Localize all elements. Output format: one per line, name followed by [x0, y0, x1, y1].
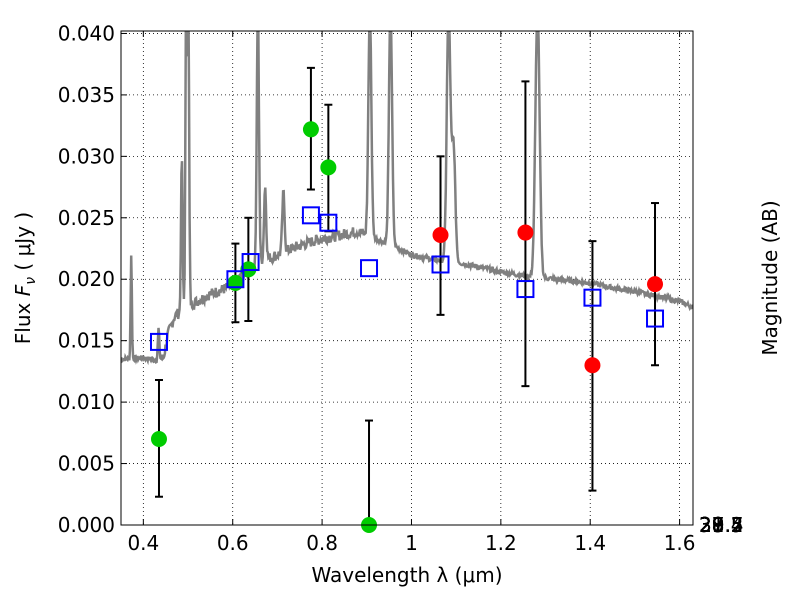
green-data-point [302, 121, 319, 138]
x-tick-label: 0.8 [306, 531, 338, 555]
blue-square-marker [516, 280, 535, 299]
blue-square-marker [646, 309, 665, 328]
magnitude-tick-label: 27.4 [699, 513, 744, 537]
y-axis-title-before: Flux [11, 296, 35, 344]
y-tick-labels: 0.000 0.005 0.010 0.015 0.020 0.025 0.030 0.035… [58, 21, 115, 537]
y-tick-label: 0.035 [58, 83, 115, 107]
x-tick-label: 1.6 [664, 531, 696, 555]
red-data-point [584, 357, 601, 374]
y-axis-title-symbol: F [11, 284, 35, 296]
y-tick-label: 0.040 [58, 21, 115, 45]
y-tick-label: 0.005 [58, 452, 115, 476]
y-tick-label: 0.010 [58, 390, 115, 414]
x-tick-label: 0.4 [127, 531, 159, 555]
x-tick-label: 1.2 [485, 531, 517, 555]
magnitude-tick-label: 27.5 [699, 513, 744, 537]
y-axis-title-subscript: ν [23, 277, 39, 285]
grid-lines [121, 31, 693, 526]
x-tick-label: 0.6 [217, 531, 249, 555]
blue-square-marker [583, 288, 602, 307]
y-tick-label: 0.020 [58, 267, 115, 291]
blue-square-marker [319, 213, 338, 232]
y-tick-label: 0.030 [58, 144, 115, 168]
data-points [149, 121, 665, 533]
y-axis-title: Flux Fν ( μJy ) [11, 212, 39, 344]
magnitude-tick-label: 29.5 [699, 513, 744, 537]
magnitude-tick-label: 27.7 [699, 513, 744, 537]
green-data-point [227, 274, 244, 291]
magnitude-tick-label: 29 [699, 513, 724, 537]
blue-square-marker [431, 255, 450, 274]
x-tick-label: 1 [405, 531, 418, 555]
x-tick-label: 1.4 [574, 531, 606, 555]
y2-axis-title: Magnitude (AB) [758, 200, 782, 355]
y-axis-title-after: ( μJy ) [11, 212, 35, 277]
axis-ticks [121, 31, 693, 526]
red-data-point [647, 276, 664, 293]
x-tick-labels: 0.4 0.6 0.8 1 1.2 1.4 1.6 [127, 531, 695, 555]
magnitude-tick-label: 28.5 [699, 513, 744, 537]
y-tick-label: 0.025 [58, 206, 115, 230]
blue-square-marker [149, 332, 168, 351]
error-bars [154, 66, 660, 525]
magnitude-tick-label: 28 [699, 513, 724, 537]
blue-square-marker [241, 253, 260, 272]
magnitude-tick-label: 31 [699, 513, 724, 537]
blue-square-marker [301, 206, 320, 225]
model-spectrum-line [121, 31, 693, 366]
y-tick-label: 0.000 [58, 513, 115, 537]
green-data-point [150, 430, 167, 447]
red-data-point [432, 226, 449, 243]
plot-frame [120, 30, 694, 526]
magnitude-tick-label: 30 [699, 513, 724, 537]
magnitude-tick-label: 28.2 [699, 513, 744, 537]
red-data-point [517, 224, 534, 241]
y-tick-label: 0.015 [58, 329, 115, 353]
blue-square-marker [226, 270, 245, 289]
blue-square-marker [360, 259, 379, 278]
x-axis-title: Wavelength λ (μm) [311, 563, 502, 587]
green-data-point [320, 159, 337, 176]
model-spectrum [121, 31, 693, 366]
